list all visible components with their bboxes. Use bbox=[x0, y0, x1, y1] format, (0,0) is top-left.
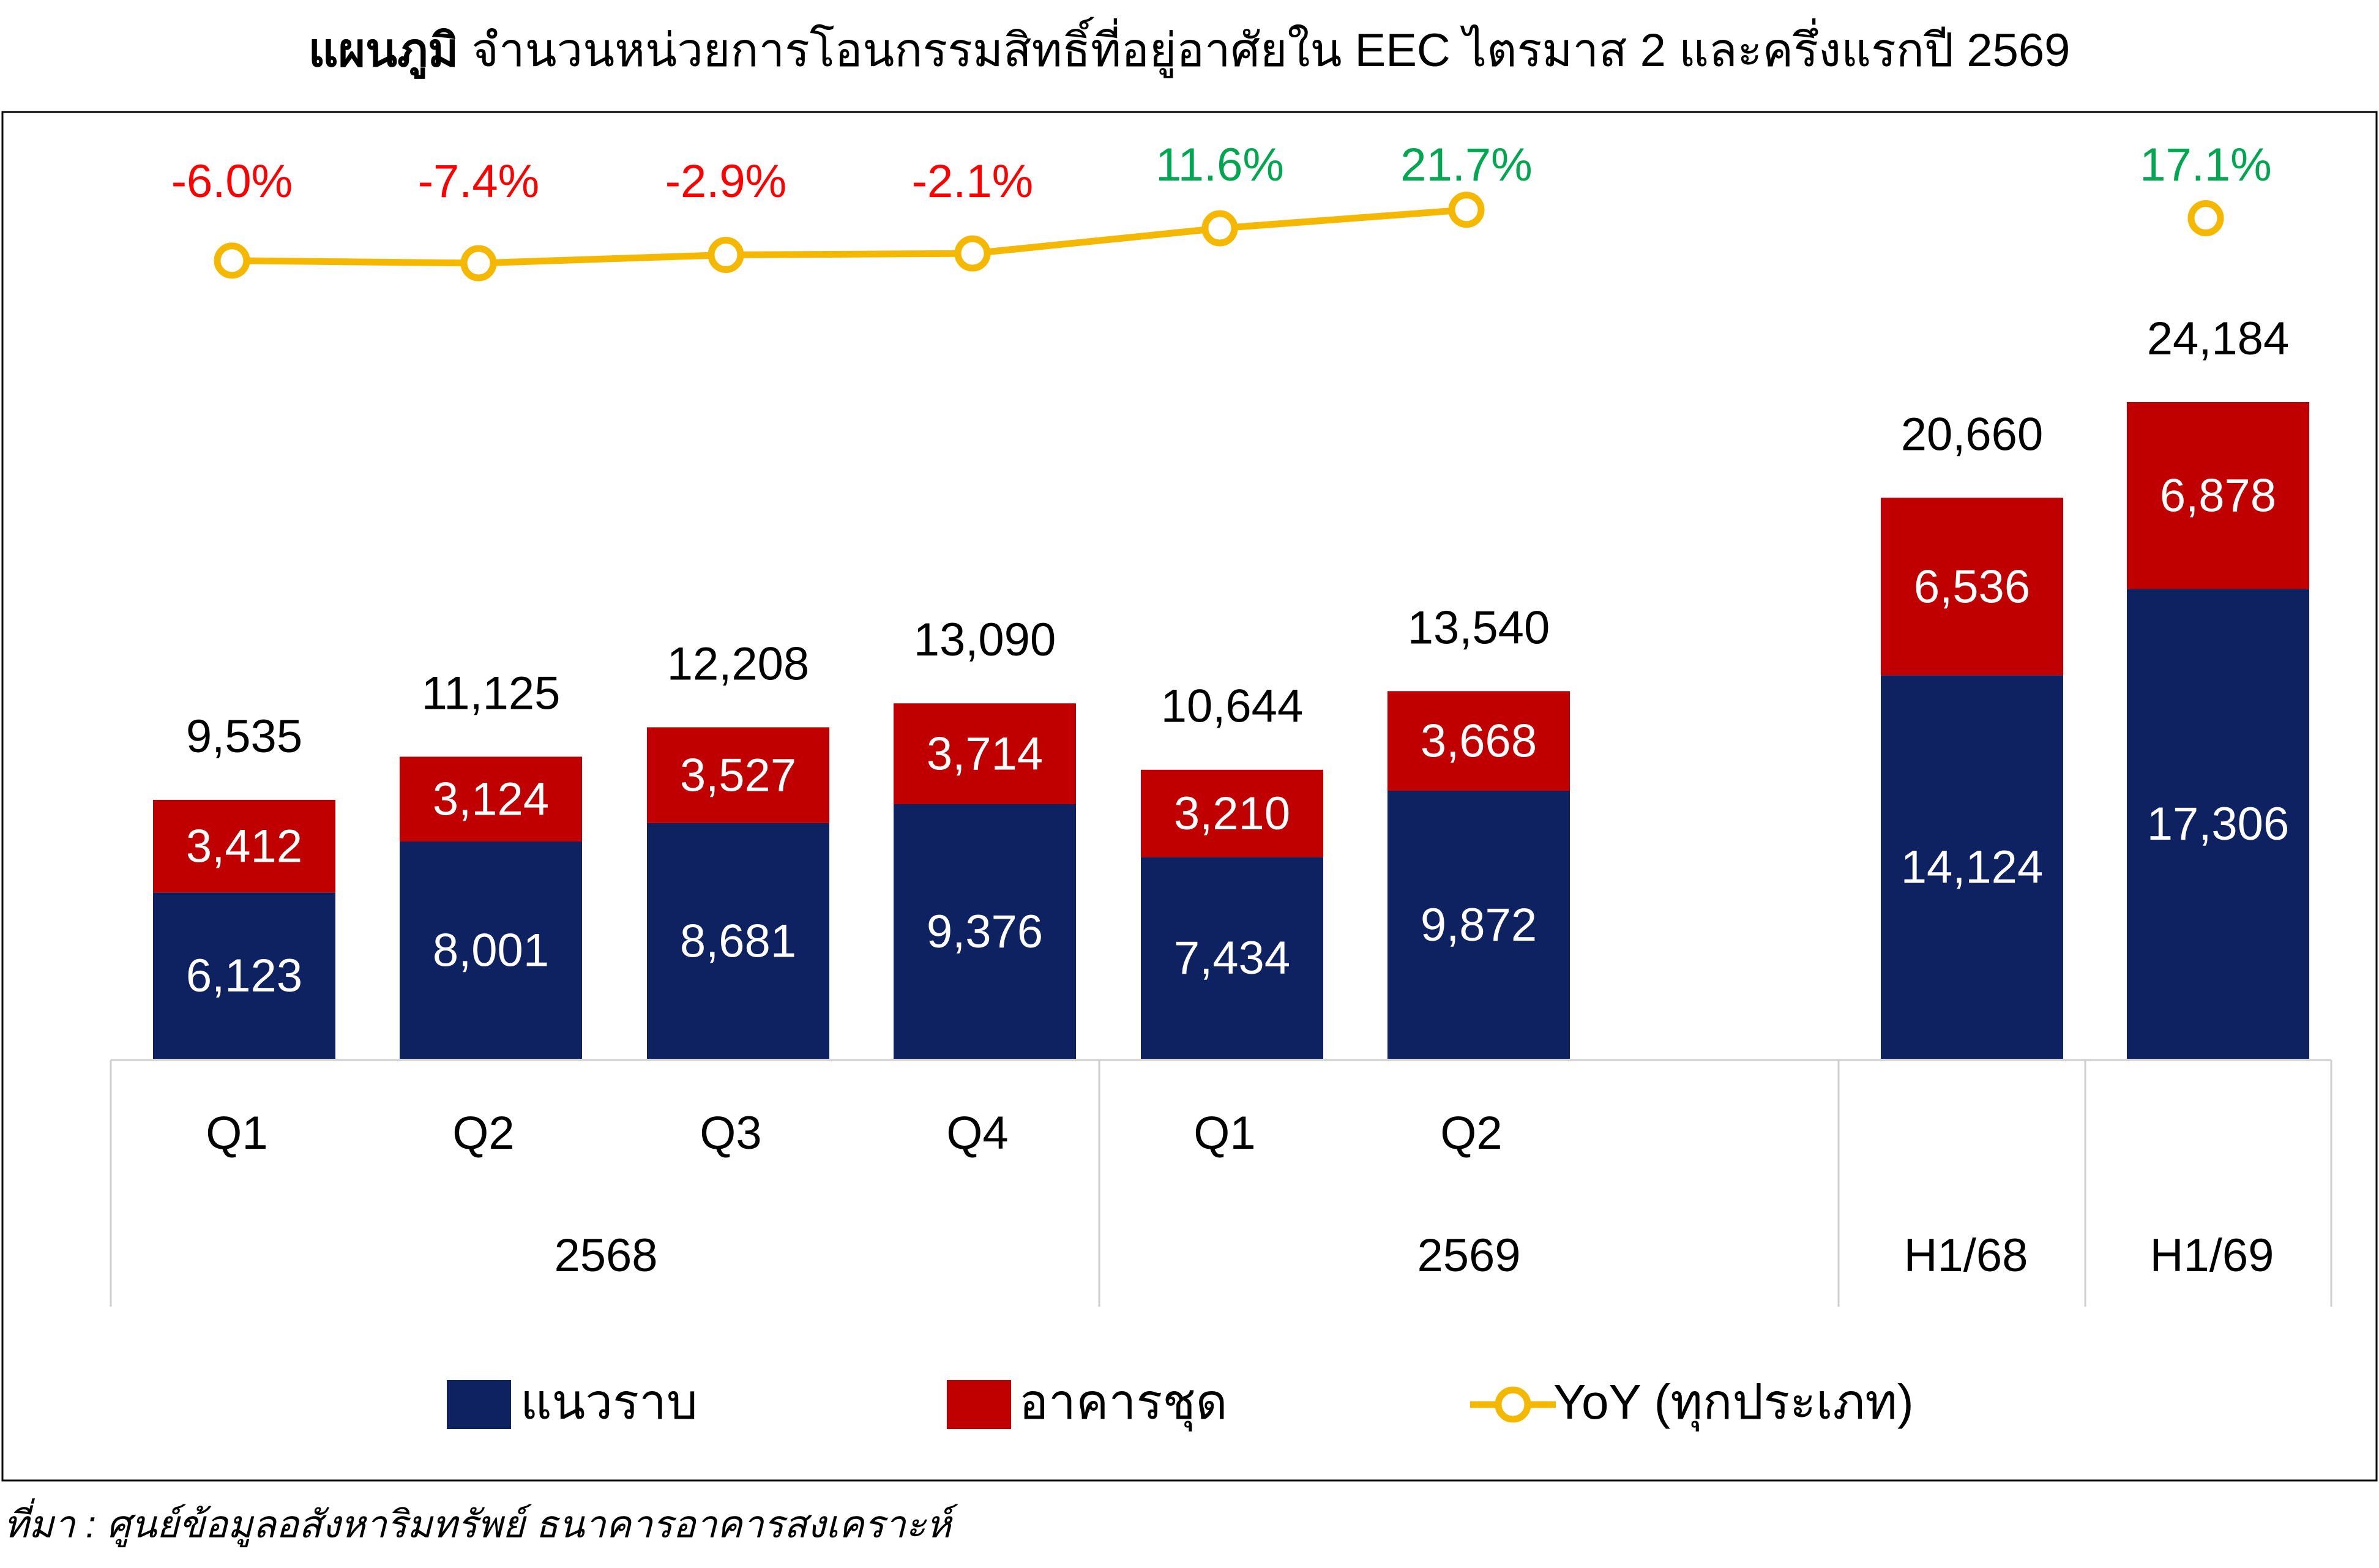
bar-lowrise-3 bbox=[894, 804, 1076, 1059]
yoy-marker-5 bbox=[1448, 192, 1485, 228]
bar-lowrise-2 bbox=[647, 823, 829, 1059]
legend: แนวราบ อาคารชุด YoY (ทุกประเภท) bbox=[447, 1375, 1914, 1432]
chart-title-rest: จำนวนหน่วยการโอนกรรมสิทธิ์ที่อยู่อาศัยใน… bbox=[458, 17, 2070, 78]
bar-value-label-lowrise-1: 8,001 bbox=[433, 925, 549, 977]
bar-lowrise-5 bbox=[1387, 790, 1570, 1059]
bar-total-label-5: 13,540 bbox=[1408, 602, 1550, 654]
bar-total-label-4: 10,644 bbox=[1161, 681, 1303, 733]
yoy-layer: -6.0% -7.4% -2.9% -2.1% 11.6% 21.7% 17.1% bbox=[171, 139, 2272, 282]
labels-layer: 6,123 8,001 8,681 9,376 7,434 9,872 14,124 17,3… bbox=[186, 313, 2289, 1282]
bar-lowrise-7 bbox=[2127, 589, 2309, 1059]
category-axis-table bbox=[110, 1059, 2332, 1307]
bar-value-label-condo-4: 3,210 bbox=[1174, 788, 1290, 840]
bar-value-label-lowrise-6: 14,124 bbox=[1901, 842, 2043, 894]
category-label-6: H1/68 bbox=[1904, 1230, 2028, 1282]
bar-value-label-condo-0: 3,412 bbox=[186, 821, 302, 873]
yoy-marker-7 bbox=[2187, 200, 2224, 236]
bar-total-label-7: 24,184 bbox=[2147, 313, 2289, 365]
bar-value-label-lowrise-7: 17,306 bbox=[2147, 798, 2289, 850]
yoy-label-2: -2.9% bbox=[665, 155, 787, 207]
yoy-label-0: -6.0% bbox=[171, 155, 293, 207]
category-label-2: Q3 bbox=[700, 1107, 761, 1159]
legend-swatch-series-1 bbox=[947, 1380, 1011, 1429]
yoy-marker-1 bbox=[460, 245, 497, 282]
bars-layer bbox=[153, 402, 2309, 1059]
bar-condo-3 bbox=[894, 703, 1076, 805]
category-label-0: Q1 bbox=[206, 1107, 267, 1159]
source-note: ที่มา : ศูนย์ข้อมูลอสังหาริมทรัพย์ ธนาคา… bbox=[4, 1498, 958, 1548]
legend-swatch-series-0 bbox=[447, 1380, 511, 1429]
legend-label-yoy: YoY (ทุกประเภท) bbox=[1553, 1375, 1914, 1432]
chart-title: แผนภูมิ จำนวนหน่วยการโอนกรรมสิทธิ์ที่อยู… bbox=[308, 17, 2071, 79]
bar-value-label-condo-1: 3,124 bbox=[433, 774, 549, 826]
bar-value-label-condo-7: 6,878 bbox=[2160, 470, 2276, 522]
bar-condo-6 bbox=[1881, 498, 2063, 676]
category-label-3: Q4 bbox=[946, 1107, 1008, 1159]
group-label-2569: 2569 bbox=[1417, 1230, 1520, 1282]
bar-condo-7 bbox=[2127, 402, 2309, 589]
bar-total-label-3: 13,090 bbox=[914, 614, 1056, 666]
bar-value-label-condo-3: 3,714 bbox=[927, 728, 1043, 780]
bar-value-label-lowrise-0: 6,123 bbox=[186, 950, 302, 1002]
bar-lowrise-4 bbox=[1141, 857, 1323, 1059]
legend-yoy-marker bbox=[1495, 1386, 1531, 1423]
bar-value-label-lowrise-2: 8,681 bbox=[680, 915, 796, 967]
bar-lowrise-1 bbox=[400, 842, 582, 1059]
bar-value-label-lowrise-5: 9,872 bbox=[1421, 899, 1537, 951]
legend-label-series-1: อาคารชุด bbox=[1019, 1375, 1228, 1432]
yoy-label-4: 11.6% bbox=[1156, 139, 1284, 191]
bar-condo-1 bbox=[400, 756, 582, 842]
bar-condo-2 bbox=[647, 727, 829, 823]
legend-label-series-0: แนวราบ bbox=[520, 1375, 698, 1429]
category-label-7: H1/69 bbox=[2150, 1230, 2274, 1282]
category-label-1: Q2 bbox=[452, 1107, 514, 1159]
chart-frame bbox=[1, 111, 2378, 1482]
bar-total-label-0: 9,535 bbox=[186, 711, 302, 763]
bar-value-label-lowrise-3: 9,376 bbox=[927, 906, 1043, 958]
bar-total-label-2: 12,208 bbox=[667, 638, 809, 690]
category-label-5: Q2 bbox=[1440, 1107, 1502, 1159]
yoy-label-1: -7.4% bbox=[418, 155, 540, 207]
yoy-marker-3 bbox=[954, 235, 991, 272]
yoy-marker-0 bbox=[214, 242, 250, 279]
bar-value-label-condo-2: 3,527 bbox=[680, 750, 796, 802]
bar-total-label-6: 20,660 bbox=[1901, 408, 2043, 460]
chart-title-bold: แผนภูมิ bbox=[308, 24, 459, 79]
bar-condo-4 bbox=[1141, 769, 1323, 857]
bar-value-label-condo-5: 3,668 bbox=[1421, 715, 1537, 767]
category-label-4: Q1 bbox=[1193, 1107, 1255, 1159]
bar-condo-0 bbox=[153, 799, 335, 893]
yoy-label-5: 21.7% bbox=[1400, 139, 1533, 191]
yoy-label-7: 17.1% bbox=[2140, 139, 2272, 191]
bar-condo-5 bbox=[1387, 691, 1570, 791]
bar-value-label-condo-6: 6,536 bbox=[1914, 561, 2030, 613]
bar-total-label-1: 11,125 bbox=[422, 667, 561, 719]
yoy-marker-2 bbox=[708, 237, 744, 273]
yoy-marker-4 bbox=[1201, 210, 1238, 247]
bar-value-label-lowrise-4: 7,434 bbox=[1174, 932, 1290, 984]
yoy-label-3: -2.1% bbox=[912, 155, 1034, 207]
group-label-2568: 2568 bbox=[554, 1230, 657, 1282]
bar-lowrise-6 bbox=[1881, 675, 2063, 1059]
yoy-line bbox=[231, 206, 1467, 267]
bar-lowrise-0 bbox=[153, 892, 335, 1059]
